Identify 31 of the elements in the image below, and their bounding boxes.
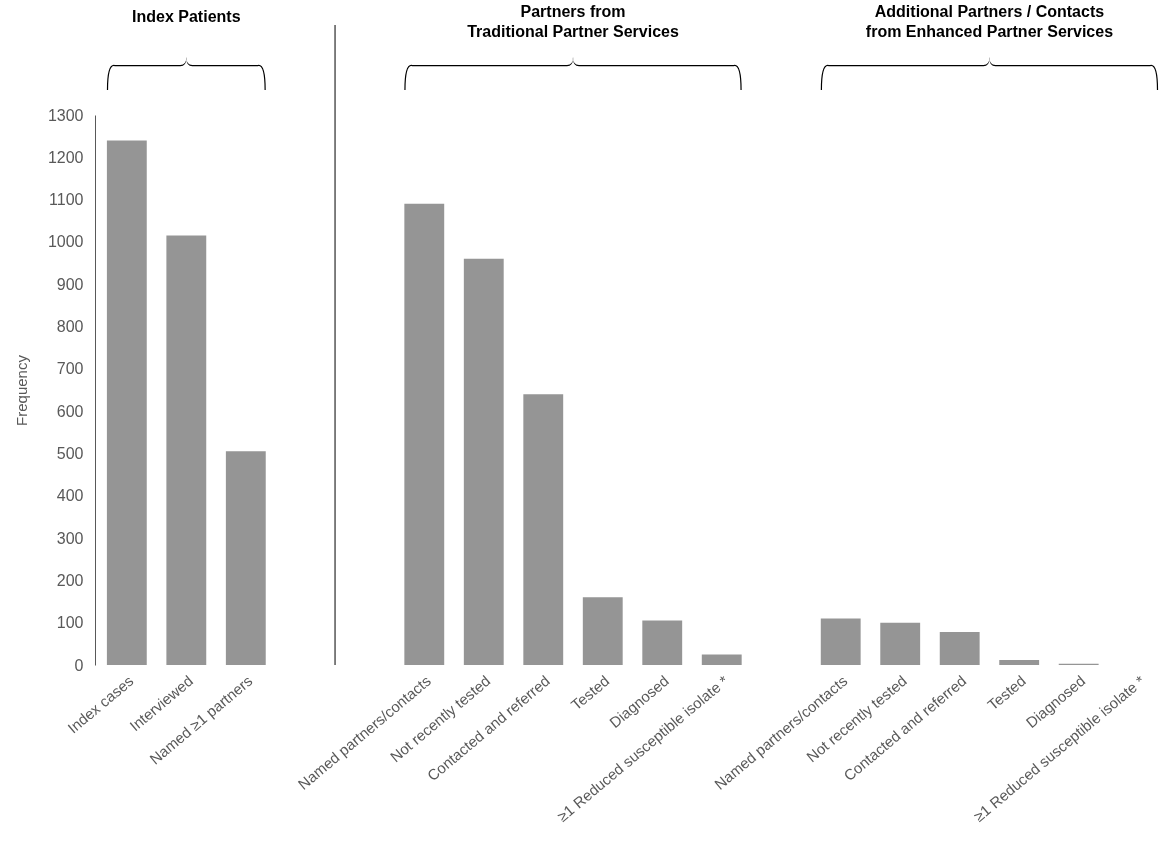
bar [642, 620, 683, 665]
y-tick-label: 500 [56, 444, 84, 462]
bar [582, 597, 623, 665]
y-tick-label: 1300 [47, 106, 84, 124]
bar [463, 258, 504, 665]
text: Partners from Traditional Partner Services [467, 3, 679, 40]
bar [701, 654, 742, 665]
bar [523, 394, 564, 665]
bar [166, 235, 207, 665]
y-tick-label: 900 [56, 275, 84, 293]
y-tick-label: 400 [56, 487, 84, 505]
bar [999, 659, 1040, 665]
y-tick-label: 1200 [47, 148, 84, 166]
bar [106, 140, 147, 665]
y-tick-label: 1000 [47, 233, 84, 251]
text: Additional Partners / Contacts from Enhanced Partner Services [865, 3, 1114, 40]
bar [404, 203, 445, 665]
y-tick-label: 0 [74, 656, 84, 674]
y-tick-label: 200 [56, 571, 84, 589]
y-axis-title: Frequency [12, 354, 30, 426]
y-tick-label: 1100 [49, 191, 84, 209]
bar [939, 632, 980, 665]
y-tick-label: 300 [56, 529, 84, 547]
bar [225, 451, 266, 665]
text: Index Patients [132, 8, 241, 25]
y-tick-label: 600 [56, 402, 84, 420]
y-tick-label: 800 [56, 318, 84, 336]
bar [880, 622, 921, 665]
y-tick-label: 100 [56, 614, 84, 632]
y-tick-label: 700 [56, 360, 84, 378]
bar [820, 618, 861, 665]
